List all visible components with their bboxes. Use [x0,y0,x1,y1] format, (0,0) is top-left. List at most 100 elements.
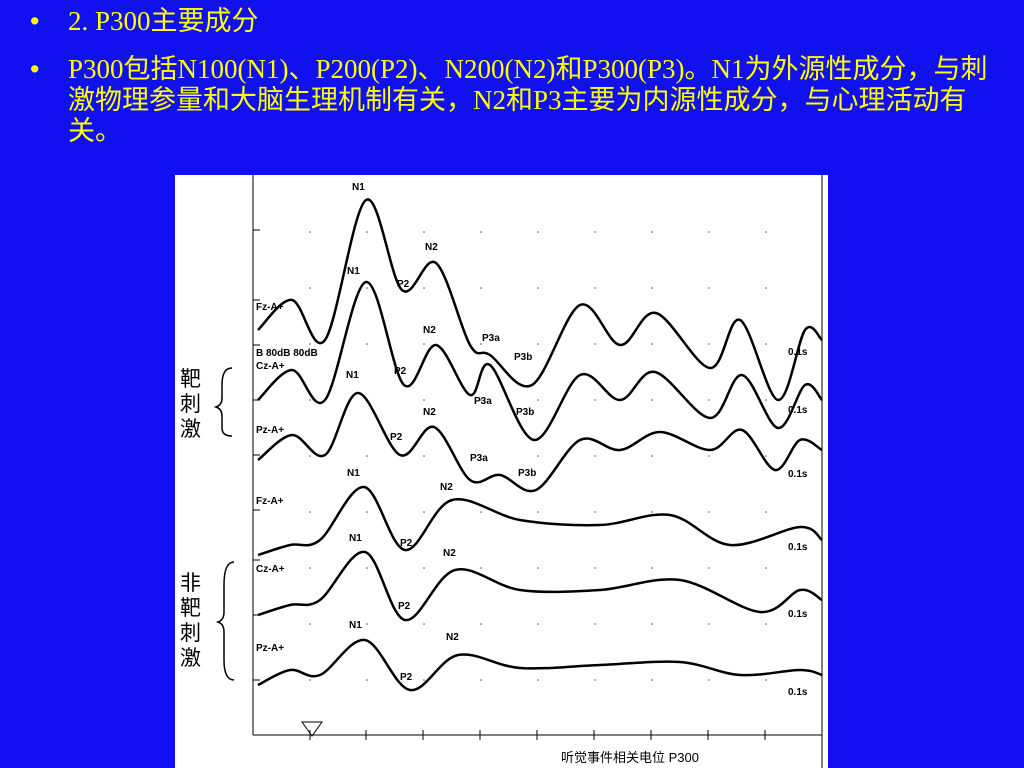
brace [215,561,235,681]
grid-dot [537,511,539,513]
grid-dot [708,343,710,345]
stimulus-label: B 80dB 80dB [256,348,318,359]
peak-label: N2 [446,632,459,643]
grid-dot [765,399,767,401]
grid-dot [651,567,653,569]
waveform [257,391,823,493]
waveform [257,638,823,692]
peak-label: N1 [347,468,360,479]
grid-dot [594,399,596,401]
grid-dot [594,455,596,457]
grid-dot [765,623,767,625]
grid-dot [708,231,710,233]
grid-dot [765,287,767,289]
grid-dot [366,511,368,513]
channel-label: Pz-A+ [256,425,284,436]
peak-label: N2 [423,325,436,336]
grid-dot [480,399,482,401]
peak-label: N2 [443,548,456,559]
channel-label: Cz-A+ [256,564,285,575]
grid-dot [480,679,482,681]
scale-label: 0.1s [788,609,808,620]
bullet-text: 2. P300主要成分 [68,6,259,36]
grid-dot [594,343,596,345]
bullet-text: P300包括N100(N1)、P200(P2)、N200(N2)和P300(P3… [68,54,988,146]
grid-dot [366,455,368,457]
group-label: 非靶刺激 [180,571,201,670]
scale-label: 0.1s [788,687,808,698]
grid-dot [537,679,539,681]
peak-label: P3b [518,468,536,479]
grid-dot [309,343,311,345]
stimulus-marker [301,721,323,737]
group-label: 靶刺激 [180,367,201,441]
scale-label: 0.1s [788,542,808,553]
peak-label: P2 [400,538,413,549]
grid-dot [708,511,710,513]
peak-label: P2 [397,279,410,290]
waveform [257,485,823,557]
brace [213,367,233,437]
grid-dot [537,231,539,233]
grid-dot [480,231,482,233]
peak-label: P3b [516,407,534,418]
grid-dot [594,623,596,625]
waveform [257,198,823,402]
grid-dot [480,287,482,289]
peak-label: N1 [346,370,359,381]
scale-label: 0.1s [788,347,808,358]
grid-dot [594,231,596,233]
waveform [257,280,823,442]
grid-dot [480,567,482,569]
grid-dot [423,623,425,625]
grid-dot [537,567,539,569]
grid-dot [423,679,425,681]
channel-label: Fz-A+ [256,302,284,313]
grid-dot [309,399,311,401]
grid-dot [765,511,767,513]
grid-dot [537,287,539,289]
grid-dot [309,623,311,625]
peak-label: N1 [349,620,362,631]
grid-dot [366,231,368,233]
grid-dot [651,455,653,457]
grid-dot [594,679,596,681]
grid-dot [366,343,368,345]
grid-dot [537,623,539,625]
grid-dot [765,679,767,681]
peak-label: P2 [394,366,407,377]
channel-label: Fz-A+ [256,496,284,507]
channel-label: Cz-A+ [256,361,285,372]
grid-dot [708,679,710,681]
peak-label: N1 [352,182,365,193]
grid-dot [423,231,425,233]
peak-label: N2 [425,242,438,253]
grid-dot [765,455,767,457]
grid-dot [708,623,710,625]
grid-dot [594,511,596,513]
peak-label: N1 [349,533,362,544]
grid-dot [309,231,311,233]
grid-dot [309,287,311,289]
grid-dot [651,343,653,345]
grid-dot [537,399,539,401]
grid-dot [309,567,311,569]
peak-label: P3b [514,352,532,363]
grid-dot [594,567,596,569]
channel-label: Pz-A+ [256,643,284,654]
grid-dot [423,343,425,345]
grid-dot [480,623,482,625]
grid-dot [423,455,425,457]
figure [175,175,828,768]
grid-dot [651,679,653,681]
grid-dot [309,511,311,513]
peak-label: P3a [482,333,500,344]
caption: 听觉事件相关电位 P300 [561,750,699,765]
grid-dot [480,343,482,345]
grid-dot [366,679,368,681]
peak-label: P2 [398,601,411,612]
peak-label: N1 [347,266,360,277]
grid-dot [423,511,425,513]
